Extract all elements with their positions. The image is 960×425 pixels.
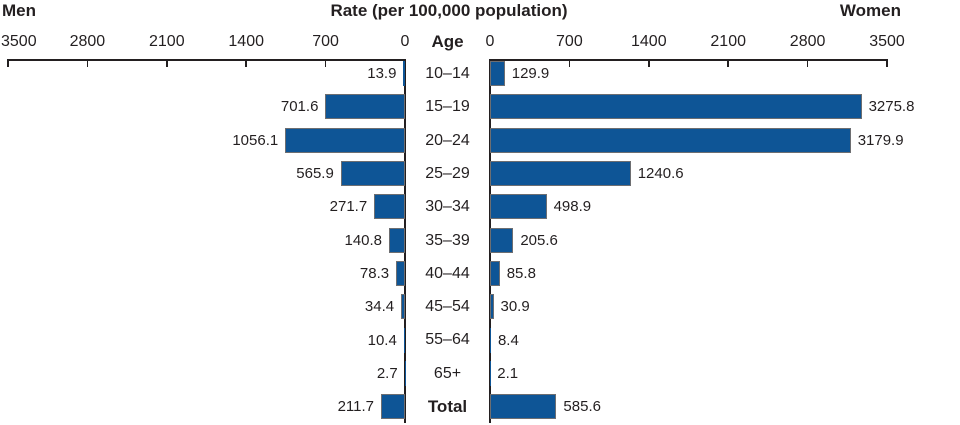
men-axis-line xyxy=(8,59,405,61)
men-series-header: Men xyxy=(2,1,36,20)
men-axis-tick-label: 1400 xyxy=(228,33,264,50)
age-label: 20–24 xyxy=(425,131,470,149)
age-label: 55–64 xyxy=(425,331,470,349)
age-label: 25–29 xyxy=(425,164,470,182)
age-label: 15–19 xyxy=(425,98,470,116)
women-axis-tick-label: 2100 xyxy=(710,33,746,50)
women-axis-tick xyxy=(648,59,650,67)
women-bar xyxy=(490,194,547,220)
women-axis-tick-label: 0 xyxy=(485,33,495,50)
women-axis-tick-label: 700 xyxy=(556,33,583,50)
women-value-label: 8.4 xyxy=(497,331,519,349)
women-axis-tick xyxy=(886,59,888,67)
women-bar xyxy=(490,260,500,286)
age-label: Total xyxy=(427,397,468,416)
men-value-label: 701.6 xyxy=(280,98,319,116)
women-value-label: 3179.9 xyxy=(857,131,904,149)
women-value-label: 1240.6 xyxy=(637,165,684,183)
women-bar xyxy=(490,61,505,87)
men-axis-tick xyxy=(7,59,9,67)
women-axis-line xyxy=(490,59,887,61)
men-bar xyxy=(340,161,405,187)
men-zero-baseline xyxy=(404,59,406,423)
men-bar xyxy=(325,94,405,120)
men-value-label: 1056.1 xyxy=(232,131,279,149)
women-bar xyxy=(490,294,494,320)
women-axis-tick-label: 3500 xyxy=(869,33,905,50)
men-bar xyxy=(403,327,405,353)
men-bar xyxy=(285,127,405,153)
women-axis-tick-label: 1400 xyxy=(631,33,667,50)
women-value-label: 3275.8 xyxy=(868,98,915,116)
women-value-label: 205.6 xyxy=(520,231,558,249)
men-axis-tick-label: 2100 xyxy=(149,33,185,50)
women-value-label: 30.9 xyxy=(500,298,530,316)
women-bar xyxy=(490,394,557,420)
women-bar xyxy=(490,161,631,187)
age-label: 35–39 xyxy=(425,231,470,249)
women-axis-tick xyxy=(727,59,729,67)
men-value-label: 13.9 xyxy=(367,65,397,83)
women-bar xyxy=(490,94,862,120)
women-bar xyxy=(490,227,514,253)
women-value-label: 498.9 xyxy=(553,198,592,216)
men-bar xyxy=(389,227,405,253)
men-bar xyxy=(396,260,405,286)
chart-title: Rate (per 100,000 population) xyxy=(330,1,568,20)
women-series-header: Women xyxy=(839,1,901,20)
men-value-label: 211.7 xyxy=(337,398,374,416)
men-bar xyxy=(403,61,405,87)
men-bar xyxy=(401,294,405,320)
men-axis-tick xyxy=(86,59,89,67)
women-value-label: 585.6 xyxy=(563,398,601,416)
men-value-label: 140.8 xyxy=(344,231,383,249)
women-axis-tick-label: 2800 xyxy=(789,33,826,50)
men-axis-tick xyxy=(245,59,247,67)
age-label: 45–54 xyxy=(425,298,470,316)
men-value-label: 271.7 xyxy=(329,198,368,216)
age-label: 40–44 xyxy=(425,264,470,282)
age-label: 30–34 xyxy=(425,198,470,216)
men-axis-tick-label: 700 xyxy=(312,33,339,50)
women-value-label: 129.9 xyxy=(511,65,550,83)
age-axis-header: Age xyxy=(431,32,464,51)
men-axis-tick-label: 3500 xyxy=(1,33,37,50)
men-value-label: 34.4 xyxy=(364,298,395,316)
women-axis-tick xyxy=(806,59,809,67)
age-label: 10–14 xyxy=(425,65,470,82)
women-axis-tick xyxy=(568,59,571,67)
women-bar xyxy=(490,327,491,353)
men-value-label: 78.3 xyxy=(359,264,390,282)
men-bar xyxy=(381,394,405,420)
age-label: 65+ xyxy=(433,364,462,382)
women-bar xyxy=(490,127,851,153)
men-axis-tick-label: 2800 xyxy=(69,33,106,50)
men-value-label: 565.9 xyxy=(296,165,334,183)
men-axis-tick xyxy=(324,59,327,67)
women-value-label: 85.8 xyxy=(506,264,536,282)
men-bar xyxy=(374,194,405,220)
men-axis-tick xyxy=(166,59,168,67)
men-value-label: 10.4 xyxy=(367,331,397,349)
men-axis-tick-label: 0 xyxy=(400,33,410,50)
women-value-label: 2.1 xyxy=(497,364,519,382)
men-value-label: 2.7 xyxy=(376,364,398,382)
